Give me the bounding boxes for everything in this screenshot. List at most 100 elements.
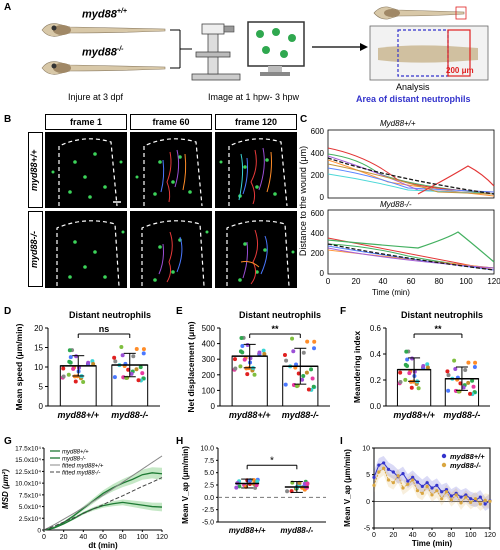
series-band-wt	[44, 467, 162, 530]
y-tick-label: -5.0	[202, 520, 214, 527]
panel-g-chart: 17.5x10⁴ 15.0x10⁴ 12.5x10⁴ 10.0x10⁴ 7.5x10⁴ 5…	[1, 446, 168, 550]
data-point	[466, 380, 471, 385]
data-point	[405, 363, 410, 368]
panel-e-title: Distant neutrophils	[238, 310, 321, 320]
data-point	[301, 374, 306, 379]
series-line	[43, 477, 163, 531]
panel-c-ylabel: Distance to the wound (μm)	[298, 145, 308, 257]
category-label: myd88-/-	[443, 410, 480, 420]
row-label-ko: myd88-/-	[28, 211, 43, 287]
data-point	[255, 479, 260, 484]
data-point	[408, 379, 413, 384]
panel-a-schematic: myd88+/+ myd88-/- Injure at 3 dpf	[0, 0, 500, 108]
y-tick-label: 0.0	[370, 402, 382, 411]
y-tick-label: -2.5	[202, 507, 214, 514]
data-point	[440, 497, 444, 501]
data-point	[420, 491, 424, 495]
significance-label: *	[270, 455, 274, 466]
data-point	[112, 375, 117, 380]
data-point	[237, 484, 242, 489]
data-point	[61, 374, 66, 379]
data-point	[86, 360, 91, 365]
y-axis-label: Meandering index	[352, 331, 362, 404]
y-axis-label: Net displacement (μm)	[186, 321, 196, 412]
panel-label-f: F	[340, 306, 347, 317]
data-point	[473, 497, 478, 501]
y-tick-label: 100	[202, 386, 216, 395]
data-point	[401, 472, 405, 476]
ko-genotype-label: myd88-/-	[82, 46, 124, 59]
x-tick-label: 80	[119, 534, 127, 541]
panel-c-bottom-ytick: 0	[320, 269, 325, 278]
wt-genotype-label: myd88+/+	[82, 8, 127, 21]
x-tick-label: 60	[99, 534, 107, 541]
data-point	[131, 354, 136, 359]
data-point	[238, 364, 243, 369]
data-point	[377, 463, 381, 467]
row-label-wt: myd88+/+	[28, 132, 43, 208]
y-axis-label: Mean speed (μm/min)	[14, 323, 24, 410]
data-point	[410, 356, 415, 361]
x-tick-label: 40	[79, 534, 87, 541]
panel-label-a: A	[4, 2, 12, 13]
y-tick-label: 10	[362, 446, 370, 453]
data-point	[68, 360, 73, 365]
significance-label: **	[271, 324, 279, 334]
data-point	[74, 354, 79, 359]
data-point	[472, 365, 477, 370]
data-point	[294, 384, 299, 389]
panel-label-i: I	[340, 436, 343, 447]
data-point	[396, 474, 400, 478]
data-point	[401, 486, 405, 490]
data-point	[305, 339, 310, 344]
data-point	[245, 372, 250, 377]
step-image-label: Image at 1 hpw- 3 hpw	[208, 92, 300, 102]
legend-swatch	[441, 462, 447, 468]
data-point	[435, 489, 439, 493]
panel-c-top-ytick: 600	[311, 127, 325, 136]
data-point	[406, 482, 410, 486]
data-point	[435, 483, 439, 487]
data-point	[377, 470, 381, 474]
data-point	[386, 467, 391, 471]
data-point	[420, 484, 424, 488]
data-point	[415, 480, 420, 484]
data-point	[296, 371, 301, 376]
data-point	[301, 350, 306, 355]
y-tick-label: 0.4	[370, 350, 382, 359]
data-point	[409, 385, 414, 390]
panel-d-title: Distant neutrophils	[68, 310, 151, 320]
data-point	[239, 336, 244, 341]
y-tick-label: 0	[211, 402, 216, 411]
data-point	[312, 339, 317, 344]
y-tick-label: 15.0x10⁴	[15, 457, 41, 464]
step-analysis-label: Analysis	[396, 82, 430, 92]
step-injure-label: Injure at 3 dpf	[68, 92, 124, 102]
data-point	[411, 475, 415, 479]
data-point	[134, 367, 139, 372]
ko-larva-illustration	[41, 61, 166, 75]
frame-header-120: frame 120	[215, 114, 297, 130]
category-label: myd88-/-	[111, 410, 148, 420]
data-point	[248, 356, 253, 361]
y-tick-label: 5.0x10⁴	[19, 504, 42, 511]
panel-label-d: D	[4, 306, 12, 317]
y-tick-label: 10.0x10⁴	[15, 481, 41, 488]
data-point	[283, 382, 288, 387]
bar	[59, 365, 97, 407]
analysis-larva-illustration	[373, 6, 467, 20]
data-point	[141, 351, 146, 356]
data-point	[242, 357, 247, 362]
data-point	[470, 378, 475, 383]
legend-label: myd88+/+	[62, 450, 89, 456]
y-tick-label: 7.5	[204, 458, 214, 465]
y-tick-label: -5	[364, 526, 370, 533]
y-tick-label: 2.5	[204, 483, 214, 490]
data-point	[488, 499, 492, 503]
panel-c-bottom-title: Myd88-/-	[380, 200, 412, 209]
data-point	[244, 366, 249, 371]
data-point	[469, 500, 473, 504]
data-point	[444, 490, 449, 494]
y-tick-label: 0.0	[204, 495, 214, 502]
panel-c-xtick: 40	[379, 277, 388, 286]
